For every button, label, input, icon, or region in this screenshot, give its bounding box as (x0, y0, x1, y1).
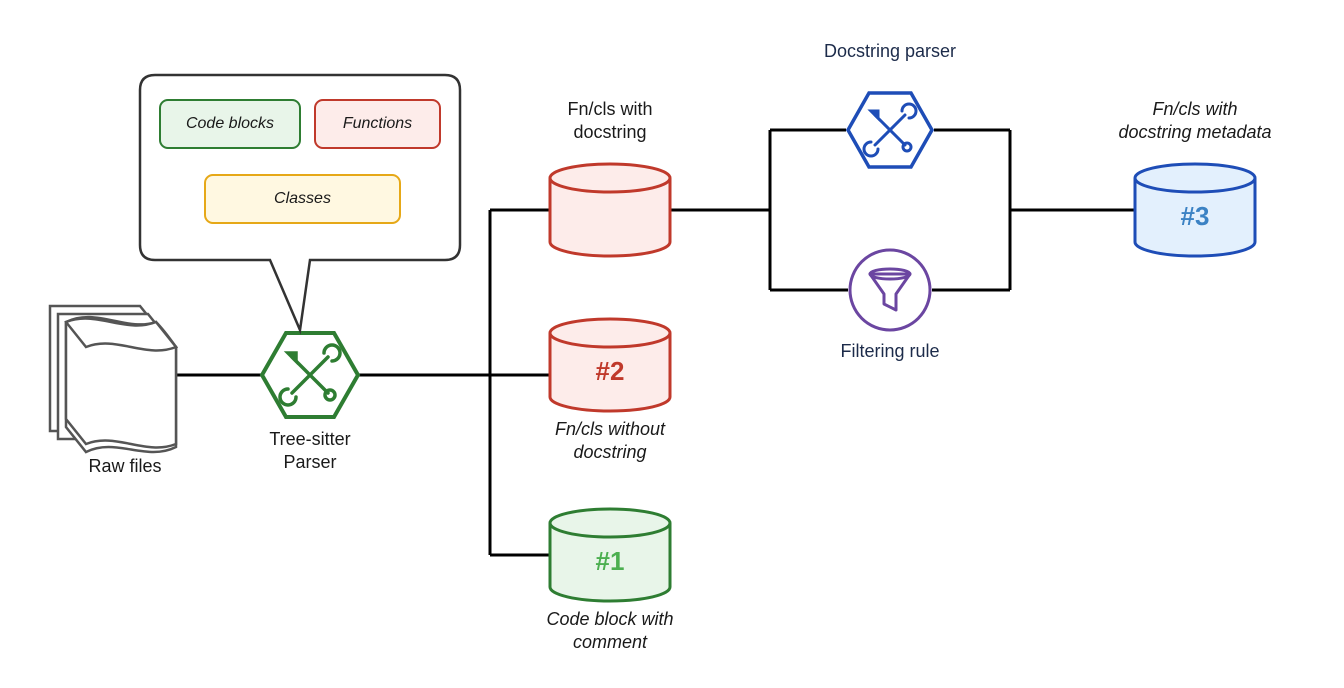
filtering-rule-label: Filtering rule (825, 340, 955, 363)
db-with-docstring (550, 164, 670, 256)
filtering-rule-icon (850, 250, 930, 330)
svg-text:#2: #2 (596, 356, 625, 386)
docstring-parser-hex (848, 93, 932, 167)
tree-sitter-parser-hex (262, 333, 358, 417)
docstring-parser-label: Docstring parser (810, 40, 970, 63)
svg-text:#1: #1 (596, 546, 625, 576)
db1-title: Fn/cls with docstring (540, 98, 680, 145)
db4-title: Fn/cls with docstring metadata (1100, 98, 1290, 145)
code-blocks-label: Code blocks (165, 114, 295, 135)
db3-title: Code block with comment (530, 608, 690, 655)
functions-label: Functions (320, 114, 435, 135)
svg-text:#3: #3 (1181, 201, 1210, 231)
tree-sitter-label: Tree-sitter Parser (255, 428, 365, 475)
raw-files-icon (50, 306, 176, 452)
db-metadata: #3 (1135, 164, 1255, 256)
classes-label: Classes (210, 189, 395, 210)
db-without-docstring: #2 (550, 319, 670, 411)
db-codeblock-comment: #1 (550, 509, 670, 601)
raw-files-label: Raw files (75, 455, 175, 478)
db2-title: Fn/cls without docstring (530, 418, 690, 465)
